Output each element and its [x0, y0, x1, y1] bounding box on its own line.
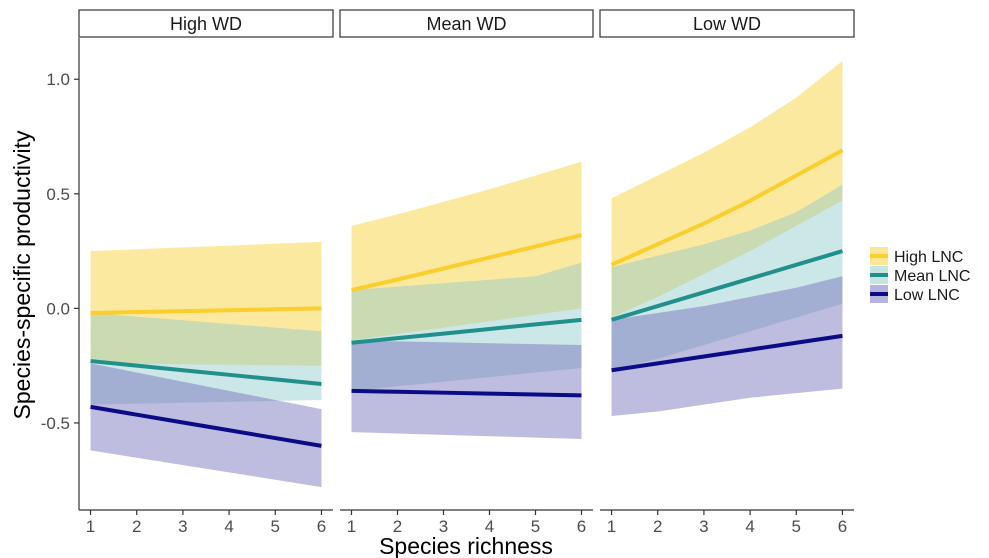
ci-band-mean-lnc	[90, 312, 322, 405]
ci-band-high-lnc	[351, 161, 582, 341]
x-tick-label: 1	[347, 517, 356, 536]
ci-band-low-lnc	[611, 276, 843, 417]
ci-band-mean-lnc	[351, 262, 582, 391]
legend-label: High LNC	[894, 249, 963, 266]
panel-strip	[339, 9, 594, 38]
y-tick-label: 0.5	[46, 185, 70, 204]
series-line-mean-lnc	[610, 249, 844, 322]
x-tick-label: 5	[531, 517, 540, 536]
y-tick-label: 1.0	[46, 70, 70, 89]
x-tick-label: 5	[792, 517, 801, 536]
x-tick-label: 6	[838, 517, 847, 536]
series-line-high-lnc	[610, 148, 844, 267]
panel-0: High WD 1 2 3 4 5 6 -0.5 0.0 0.5 1.0	[41, 9, 334, 536]
x-tick-label: 3	[699, 517, 708, 536]
series-line-mean-lnc	[90, 359, 322, 386]
legend: High LNC Mean LNC Low LNC	[870, 247, 970, 304]
x-tick-label: 2	[132, 517, 141, 536]
legend-item: Low LNC	[870, 285, 960, 304]
x-tick-label: 3	[178, 517, 187, 536]
x-tick-label: 3	[439, 517, 448, 536]
x-tick-label: 4	[224, 517, 233, 536]
series-line-high-lnc	[351, 233, 582, 292]
y-tick-label: -0.5	[41, 414, 70, 433]
legend-item: High LNC	[870, 247, 963, 266]
x-tick-label: 6	[317, 517, 326, 536]
legend-label: Mean LNC	[894, 268, 970, 285]
panel-strip	[599, 9, 855, 38]
series-line-low-lnc	[611, 333, 843, 373]
series-line-low-lnc	[90, 404, 322, 448]
y-tick-label: 0.0	[46, 299, 70, 318]
series-line-low-lnc	[351, 388, 582, 398]
panel-title: High WD	[170, 14, 242, 34]
panel-title: Low WD	[693, 14, 761, 34]
x-tick-label: 6	[577, 517, 586, 536]
x-tick-label: 1	[86, 517, 95, 536]
x-tick-label: 5	[271, 517, 280, 536]
series-line-mean-lnc	[351, 317, 582, 345]
x-axis-title: Species richness	[379, 533, 553, 558]
ci-band-high-lnc	[90, 241, 322, 366]
series-line-high-lnc	[90, 306, 322, 315]
legend-label: Low LNC	[894, 287, 960, 304]
x-tick-label: 4	[485, 517, 494, 536]
y-axis-title: Species-specific productivity	[9, 130, 35, 419]
x-tick-label: 1	[607, 517, 616, 536]
panel-strip	[78, 9, 334, 38]
x-tick-label: 4	[745, 517, 754, 536]
x-tick-label: 2	[653, 517, 662, 536]
ci-band-low-lnc	[351, 340, 582, 439]
panel-title: Mean WD	[426, 14, 506, 34]
ci-band-high-lnc	[611, 60, 843, 318]
x-tick-label: 2	[393, 517, 402, 536]
legend-item: Mean LNC	[870, 266, 970, 285]
panel-1: Mean WD 1 2 3 4 5 6	[339, 9, 594, 536]
ci-band-mean-lnc	[611, 184, 843, 371]
panel-2: Low WD 1 2 3 4 5 6	[599, 9, 855, 536]
